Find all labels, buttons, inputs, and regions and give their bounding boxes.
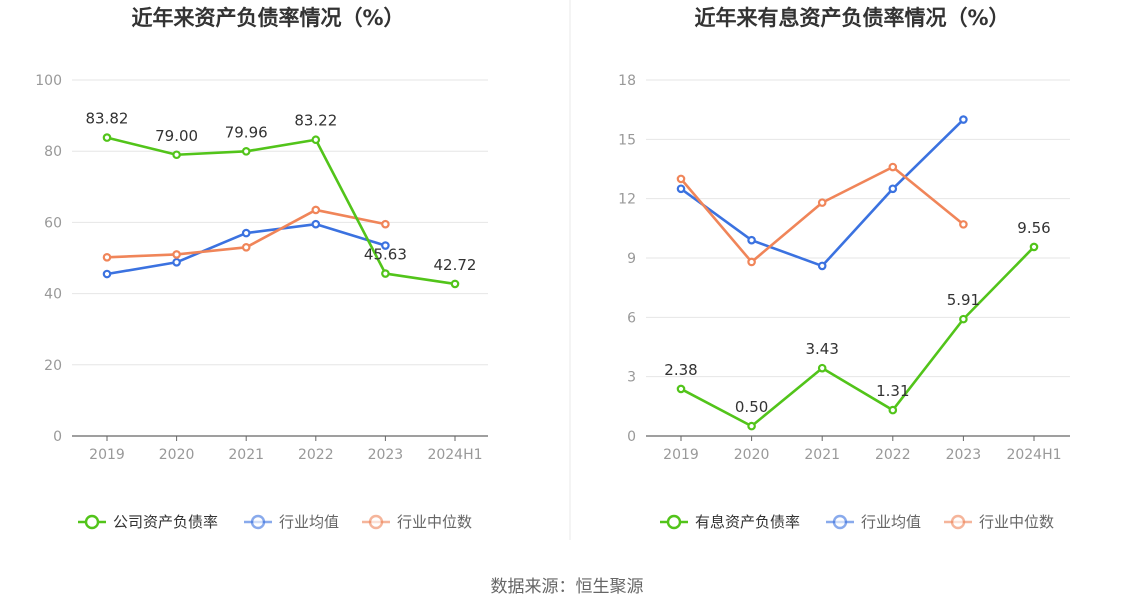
legend-label-median: 行业中位数 bbox=[979, 513, 1054, 531]
chart-title: 近年来有息资产负债率情况（%） bbox=[694, 6, 1009, 30]
data-point-company bbox=[747, 421, 756, 431]
y-tick-label: 9 bbox=[627, 251, 636, 267]
data-point-avg bbox=[311, 219, 321, 229]
x-tick-label: 2021 bbox=[228, 447, 264, 463]
legend-marker-avg bbox=[832, 514, 848, 530]
y-tick-label: 12 bbox=[618, 192, 636, 208]
data-point-avg bbox=[381, 241, 390, 250]
data-point-median bbox=[959, 220, 968, 229]
y-tick-label: 60 bbox=[44, 215, 62, 231]
chart-2: 近年来有息资产负债率情况（%） 0 3 6 9 12 15 18 2019 2020 2021 202… bbox=[618, 6, 1070, 531]
data-point-median bbox=[381, 219, 390, 229]
y-tick-label: 0 bbox=[53, 429, 62, 445]
data-point-avg bbox=[102, 269, 112, 279]
y-tick-label: 15 bbox=[618, 132, 636, 148]
data-point-median bbox=[676, 174, 686, 184]
data-point-avg bbox=[817, 261, 827, 271]
legend-marker-median bbox=[950, 514, 966, 530]
data-point-avg bbox=[676, 184, 686, 194]
data-point-company bbox=[817, 363, 827, 373]
x-tick-label: 2021 bbox=[804, 447, 840, 463]
data-point-median bbox=[172, 250, 181, 259]
legend-marker-company bbox=[84, 514, 100, 530]
chart-1: 近年来资产负债率情况（%） 0 20 40 60 80 100 2019 2020 2021 202… bbox=[35, 6, 488, 531]
data-point-company bbox=[959, 314, 968, 324]
x-tick-label: 2023 bbox=[368, 447, 404, 463]
series-line-company bbox=[106, 136, 456, 286]
y-tick-label: 100 bbox=[35, 73, 62, 89]
y-tick-label: 3 bbox=[627, 370, 636, 386]
data-label: 0.50 bbox=[735, 398, 768, 416]
legend-label-avg: 行业均值 bbox=[279, 513, 339, 531]
x-tick-label: 2024H1 bbox=[1006, 447, 1061, 463]
legend-label-avg: 行业均值 bbox=[861, 513, 921, 531]
x-tick-label: 2024H1 bbox=[427, 447, 482, 463]
data-point-company bbox=[888, 405, 898, 415]
data-point-avg bbox=[172, 257, 181, 267]
x-tick-label: 2019 bbox=[89, 447, 125, 463]
legend-marker-avg bbox=[250, 514, 266, 530]
data-label: 9.56 bbox=[1017, 219, 1050, 237]
data-point-median bbox=[311, 205, 321, 215]
data-label: 79.00 bbox=[155, 127, 198, 145]
data-label: 5.91 bbox=[947, 291, 980, 309]
data-point-company bbox=[1029, 242, 1039, 252]
series-line-median bbox=[680, 165, 965, 264]
y-tick-label: 80 bbox=[44, 144, 62, 160]
chart-title: 近年来资产负债率情况（%） bbox=[131, 6, 404, 30]
y-tick-label: 18 bbox=[618, 73, 636, 89]
data-point-median bbox=[747, 257, 756, 267]
x-tick-label: 2020 bbox=[159, 447, 195, 463]
data-point-company bbox=[311, 135, 321, 145]
data-point-avg bbox=[747, 235, 756, 245]
data-label: 83.22 bbox=[294, 112, 337, 130]
y-tick-label: 6 bbox=[627, 310, 636, 326]
data-point-company bbox=[381, 269, 390, 278]
data-point-avg bbox=[241, 228, 251, 238]
data-label: 1.31 bbox=[876, 382, 909, 400]
data-label: 79.96 bbox=[225, 123, 268, 141]
data-label: 83.82 bbox=[86, 110, 129, 128]
x-tick-label: 2023 bbox=[946, 447, 982, 463]
legend-label-median: 行业中位数 bbox=[397, 513, 472, 531]
data-point-median bbox=[817, 198, 827, 207]
series-line-avg bbox=[680, 118, 965, 268]
data-point-avg bbox=[888, 184, 898, 194]
data-point-company bbox=[450, 279, 460, 289]
data-point-company bbox=[676, 384, 686, 394]
data-label: 3.43 bbox=[805, 340, 838, 358]
data-label: 42.72 bbox=[434, 256, 477, 274]
y-tick-label: 40 bbox=[44, 287, 62, 303]
legend-label-company: 公司资产负债率 bbox=[113, 513, 218, 531]
x-tick-label: 2019 bbox=[663, 447, 699, 463]
data-point-median bbox=[241, 243, 251, 252]
legend-marker-company bbox=[666, 514, 682, 530]
data-point-median bbox=[888, 162, 898, 172]
data-point-company bbox=[172, 150, 181, 160]
data-label: 45.63 bbox=[364, 246, 407, 264]
data-point-avg bbox=[959, 115, 968, 124]
x-tick-label: 2020 bbox=[734, 447, 770, 463]
legend-label-company: 有息资产负债率 bbox=[695, 513, 800, 531]
data-point-company bbox=[102, 133, 112, 142]
data-point-median bbox=[102, 252, 112, 262]
x-tick-label: 2022 bbox=[875, 447, 911, 463]
y-tick-label: 0 bbox=[627, 429, 636, 445]
series-line-company bbox=[680, 246, 1035, 428]
data-point-company bbox=[241, 147, 251, 156]
y-tick-label: 20 bbox=[44, 358, 62, 374]
data-source: 数据来源：恒生聚源 bbox=[490, 577, 644, 597]
data-label: 2.38 bbox=[664, 361, 697, 379]
legend-marker-median bbox=[368, 514, 384, 530]
x-tick-label: 2022 bbox=[298, 447, 334, 463]
